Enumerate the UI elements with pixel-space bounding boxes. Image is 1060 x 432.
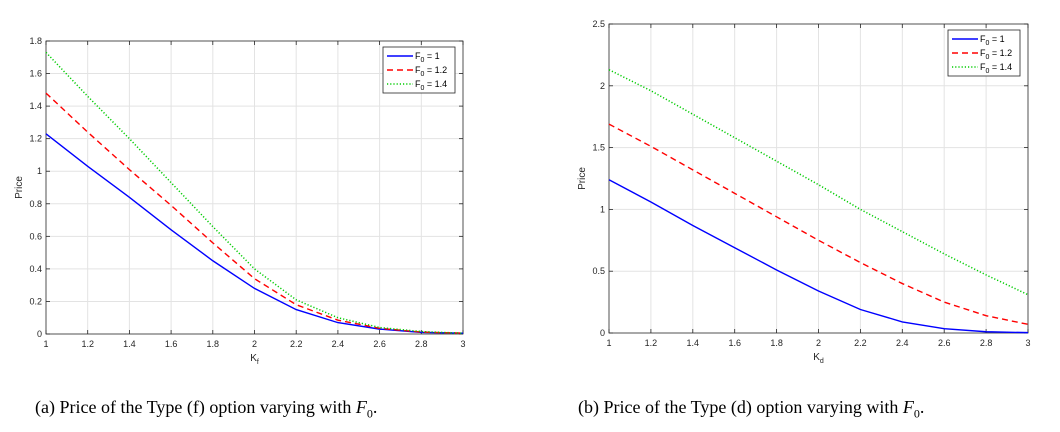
chart-a-legend-label-sub: 0 [421, 71, 425, 78]
chart-a-ytick-label: 0.2 [29, 296, 42, 306]
chart-b-y-axis-label: Price [577, 167, 588, 190]
chart-b-xtick-label: 1.2 [645, 338, 658, 348]
chart-a-ytick-label: 1.8 [29, 36, 42, 46]
chart-b-xtick-label: 2.2 [854, 338, 867, 348]
chart-b-xtick-label: 2.4 [896, 338, 909, 348]
caption-a-text: (a) Price of the Type (f) option varying… [35, 397, 356, 417]
chart-a-series-line-2 [45, 92, 464, 334]
chart-b-xtick-label: 2 [816, 338, 821, 348]
chart-a-legend-label-main: F [415, 65, 421, 75]
chart-a-legend: F0 = 1F0 = 1.2F0 = 1.4 [382, 46, 456, 94]
chart-b-ytick-label: 2.5 [592, 19, 605, 29]
chart-a: 1 1.2 1.4 1.6 1.8 2 2.2 2.4 2.6 2.8 3 0 0.2 0.4 0.6 0.8… [14, 36, 466, 366]
chart-b-x-axis-label-main: K [813, 352, 820, 363]
chart-a-xtick-label: 1.2 [81, 339, 94, 349]
chart-b-legend-label-2: F0 = 1.2 [980, 48, 1012, 61]
chart-b-ytick-label: 0.5 [592, 266, 605, 276]
chart-b-legend-label-main: F [980, 48, 986, 58]
chart-a-ytick-label: 0.8 [29, 199, 42, 209]
chart-b-legend-label-3: F0 = 1.4 [980, 62, 1012, 75]
chart-a-xtick-label: 2.2 [290, 339, 303, 349]
chart-a-legend-label-value: = 1.4 [424, 79, 447, 89]
chart-a-xtick-label: 2.8 [415, 339, 428, 349]
chart-b-ytick-label: 0 [600, 328, 605, 338]
chart-b-xtick-label: 2.6 [938, 338, 951, 348]
chart-a-legend-box [382, 46, 456, 94]
chart-a-xtick-label: 1.6 [165, 339, 178, 349]
chart-a-x-axis-label-sub: f [257, 359, 259, 366]
chart-a-xtick-label: 3 [460, 339, 465, 349]
chart-a-legend-label-main: F [415, 79, 421, 89]
chart-b-legend-label-main: F [980, 34, 986, 44]
chart-b-legend-label-sub: 0 [986, 54, 990, 61]
chart-b-legend-label-sub: 0 [986, 40, 990, 47]
caption-b: (b) Price of the Type (d) option varying… [578, 397, 924, 422]
caption-b-subscript: 0 [913, 406, 920, 421]
caption-b-text: (b) Price of the Type (d) option varying… [578, 397, 903, 417]
chart-b-xtick-label: 3 [1025, 338, 1030, 348]
chart-a-ytick-label: 1.6 [29, 69, 42, 79]
chart-a-legend-label-2: F0 = 1.2 [415, 65, 447, 78]
chart-a-xtick-label: 2 [252, 339, 257, 349]
chart-b-series-line-1 [608, 179, 1029, 334]
caption-a-period: . [372, 397, 378, 417]
chart-a-series-line-3 [45, 51, 464, 334]
caption-b-period: . [919, 397, 925, 417]
chart-b-xtick-label: 1.8 [770, 338, 783, 348]
chart-b: 1 1.2 1.4 1.6 1.8 2 2.2 2.4 2.6 2.8 3 0 0.5 1 1.5 2 2.5 K… [577, 19, 1031, 365]
chart-b-legend-label-sub: 0 [986, 68, 990, 75]
chart-b-x-axis-label-sub: d [820, 358, 824, 365]
chart-a-x-axis-label-main: K [250, 353, 257, 364]
chart-a-ytick-label: 1 [37, 166, 42, 176]
chart-a-legend-label-1: F0 = 1 [415, 51, 440, 64]
chart-a-ytick-label: 0.6 [29, 231, 42, 241]
chart-a-xtick-label: 1 [43, 339, 48, 349]
chart-b-legend-label-value: = 1 [989, 34, 1004, 44]
chart-b-x-axis-label: Kd [813, 352, 824, 365]
chart-b-legend-label-main: F [980, 62, 986, 72]
chart-a-y-axis-label: Price [14, 176, 25, 199]
chart-b-legend-label-value: = 1.2 [989, 48, 1012, 58]
chart-b-xtick-label: 1 [606, 338, 611, 348]
chart-a-legend-label-sub: 0 [421, 57, 425, 64]
chart-b-legend: F0 = 1F0 = 1.2F0 = 1.4 [947, 29, 1021, 77]
chart-b-ytick-label: 1 [600, 204, 605, 214]
chart-b-legend-label-value: = 1.4 [989, 62, 1012, 72]
chart-a-legend-label-sub: 0 [421, 85, 425, 92]
chart-a-xtick-label: 2.6 [373, 339, 386, 349]
chart-a-legend-label-value: = 1 [424, 51, 439, 61]
chart-b-legend-label-1: F0 = 1 [980, 34, 1005, 47]
chart-a-ytick-label: 1.2 [29, 134, 42, 144]
chart-b-xtick-label: 1.4 [687, 338, 700, 348]
caption-a-subscript: 0 [366, 406, 373, 421]
chart-a-series-line-1 [45, 133, 464, 334]
chart-a-xtick-label: 2.4 [332, 339, 345, 349]
chart-a-xtick-label: 1.4 [123, 339, 136, 349]
chart-b-legend-box [947, 29, 1021, 77]
caption-a: (a) Price of the Type (f) option varying… [35, 397, 377, 422]
chart-b-series-line-2 [608, 123, 1029, 326]
chart-a-legend-label-value: = 1.2 [424, 65, 447, 75]
chart-a-legend-label-3: F0 = 1.4 [415, 79, 447, 92]
chart-a-legend-label-main: F [415, 51, 421, 61]
caption-a-variable: F [355, 397, 367, 417]
chart-b-ytick-label: 2 [600, 81, 605, 91]
caption-b-variable: F [902, 397, 914, 417]
chart-b-xtick-label: 1.6 [728, 338, 741, 348]
chart-a-xtick-label: 1.8 [207, 339, 220, 349]
chart-b-ytick-label: 1.5 [592, 143, 605, 153]
chart-a-ytick-label: 0.4 [29, 264, 42, 274]
chart-b-xtick-label: 2.8 [980, 338, 993, 348]
chart-a-ytick-label: 1.4 [29, 101, 42, 111]
chart-a-x-axis-label: Kf [250, 353, 259, 366]
chart-a-ytick-label: 0 [37, 329, 42, 339]
